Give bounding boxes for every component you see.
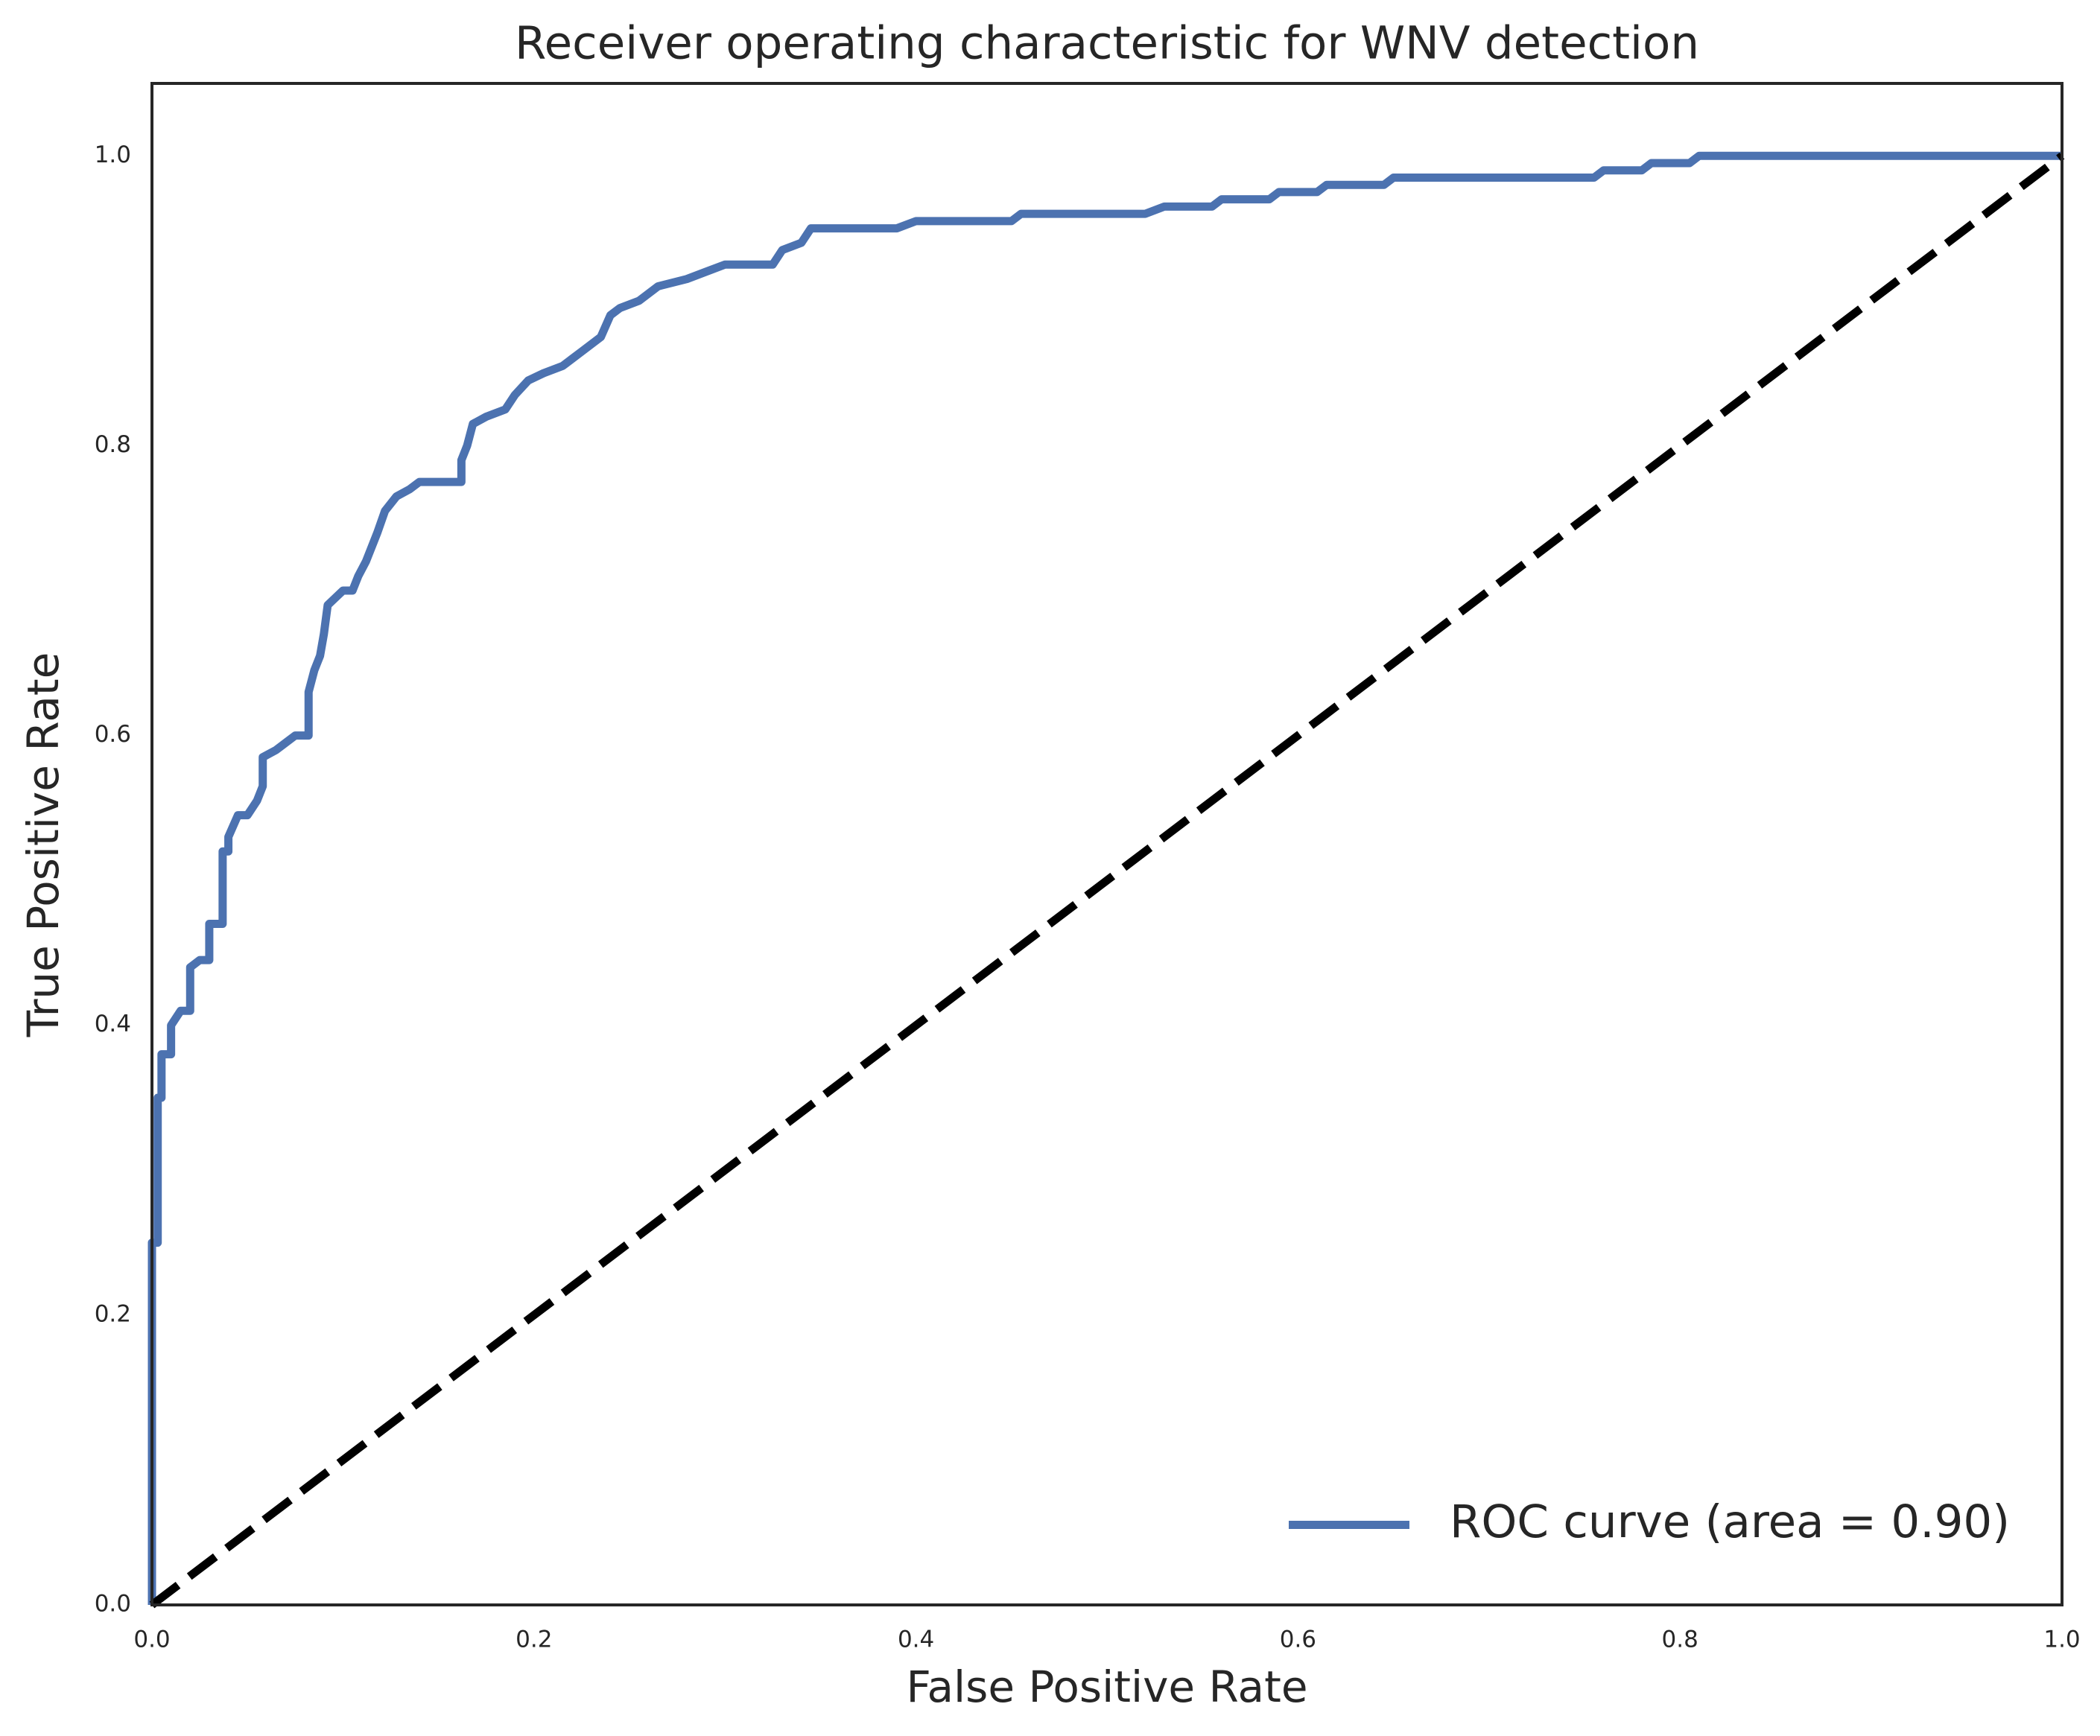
series-line (149, 152, 2065, 1609)
y-tick-label: 0.2 (95, 1300, 131, 1327)
x-tick-label: 0.6 (1280, 1627, 1316, 1653)
plot-frame (150, 82, 2063, 1606)
chart-title: Receiver operating characteristic for WN… (515, 17, 1699, 70)
x-tick-label: 0.0 (133, 1627, 170, 1653)
y-tick-label: 1.0 (95, 142, 131, 168)
y-tick-label: 0.6 (95, 721, 131, 748)
x-tick-label: 0.8 (1662, 1627, 1698, 1653)
x-tick-label: 1.0 (2043, 1627, 2080, 1653)
y-tick-label: 0.4 (95, 1011, 131, 1037)
legend-label: ROC curve (area = 0.90) (1450, 1495, 2010, 1548)
y-tick-label: 0.0 (95, 1591, 131, 1618)
series-line (147, 151, 2062, 1605)
y-axis-label: True Positive Rate (18, 652, 69, 1038)
x-axis-label: False Positive Rate (906, 1662, 1307, 1712)
x-tick-label: 0.2 (516, 1627, 552, 1653)
x-tick-label: 0.4 (898, 1627, 934, 1653)
y-tick-label: 0.8 (95, 431, 131, 458)
